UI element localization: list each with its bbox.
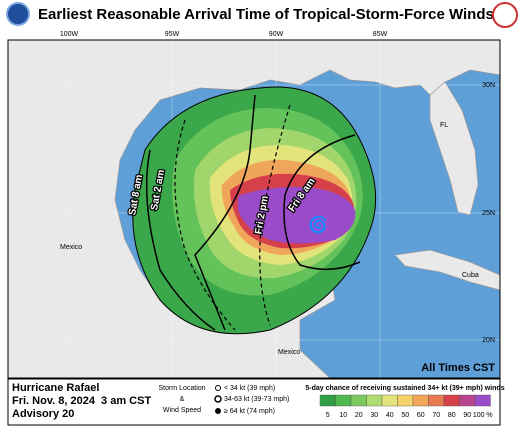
scale-swatch — [459, 394, 476, 407]
scale-swatch — [350, 394, 367, 407]
advisory: Advisory 20 — [12, 408, 74, 420]
scale-swatch — [335, 394, 352, 407]
scale-label: 5 — [326, 412, 330, 419]
key-item: ≥ 64 kt (74 mph) — [224, 408, 275, 415]
scale-swatch — [366, 394, 383, 407]
nws-logo — [492, 2, 518, 28]
scale-swatch — [428, 394, 445, 407]
time-line — [283, 134, 361, 271]
title: Earliest Reasonable Arrival Time of Trop… — [38, 6, 494, 23]
map-frame — [7, 39, 501, 379]
key-title: Wind Speed — [163, 407, 201, 414]
storm-symbol: 🌀 — [308, 215, 328, 234]
scale-label: 60 — [417, 412, 425, 419]
scale: 5 10 20 30 40 50 60 70 80 90 100 % — [319, 394, 493, 419]
lat-label: 30N — [482, 82, 495, 89]
lat-label: 25N — [482, 210, 495, 217]
lon-label: 85W — [373, 31, 388, 38]
scale-label: 100 % — [473, 412, 493, 419]
scale-label: 50 — [401, 412, 409, 419]
scale-label: 40 — [386, 412, 394, 419]
scale-swatch — [474, 394, 491, 407]
map: Sat 8 am Sat 2 am Fri 2 pm Fri 8 am 🌀 FL… — [7, 39, 501, 379]
storm-name: Hurricane Rafael — [12, 382, 99, 394]
place-label: Cuba — [462, 272, 479, 279]
note: All Times CST — [421, 362, 495, 374]
place-label: Mexico — [60, 244, 82, 251]
scale-swatch — [381, 394, 398, 407]
key-item: 34-63 kt (39-73 mph) — [224, 396, 289, 403]
scale-swatch — [319, 394, 336, 407]
key-amp: & — [180, 396, 185, 403]
lat-label: 20N — [482, 337, 495, 344]
noaa-logo — [6, 2, 30, 26]
key-title: Storm Location — [158, 385, 205, 392]
place-label: Mexico — [278, 349, 300, 356]
key-item: < 34 kt (39 mph) — [224, 385, 275, 392]
scale-title: 5-day chance of receiving sustained 34+ … — [305, 385, 504, 392]
scale-label: 70 — [432, 412, 440, 419]
scale-swatch — [397, 394, 414, 407]
key-symbol — [215, 408, 221, 414]
storm-time: Fri. Nov. 8, 2024 3 am CST — [12, 395, 151, 407]
florida — [429, 81, 479, 216]
scale-label: 10 — [339, 412, 347, 419]
key-symbol — [215, 385, 221, 391]
lon-label: 95W — [165, 31, 180, 38]
lon-label: 100W — [60, 31, 79, 38]
scale-label: 90 — [463, 412, 471, 419]
time-line — [145, 149, 216, 331]
scale-swatch — [412, 394, 429, 407]
scale-label: 80 — [448, 412, 456, 419]
scale-label: 30 — [370, 412, 378, 419]
scale-label: 20 — [355, 412, 363, 419]
scale-swatch — [443, 394, 460, 407]
prob-100 — [238, 186, 356, 244]
time-line — [194, 94, 256, 331]
key-symbol — [214, 395, 222, 403]
place-label: FL — [440, 122, 448, 129]
lon-label: 90W — [269, 31, 284, 38]
